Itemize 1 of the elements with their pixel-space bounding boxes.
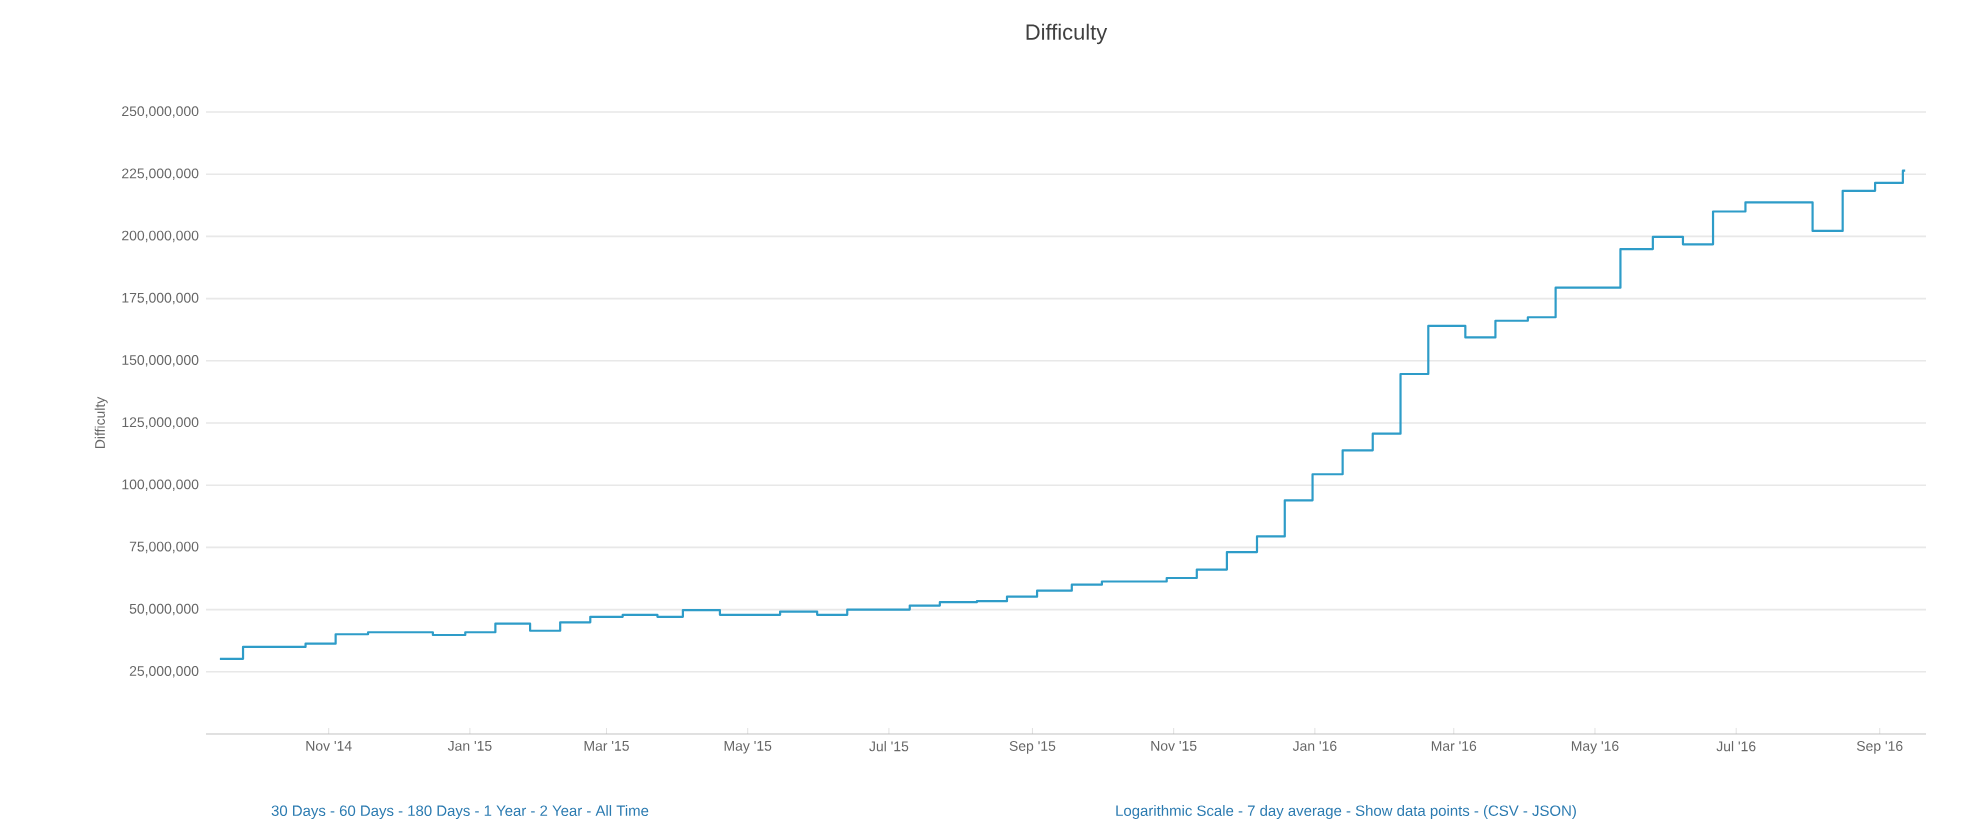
chart-title: Difficulty xyxy=(1026,23,1108,45)
